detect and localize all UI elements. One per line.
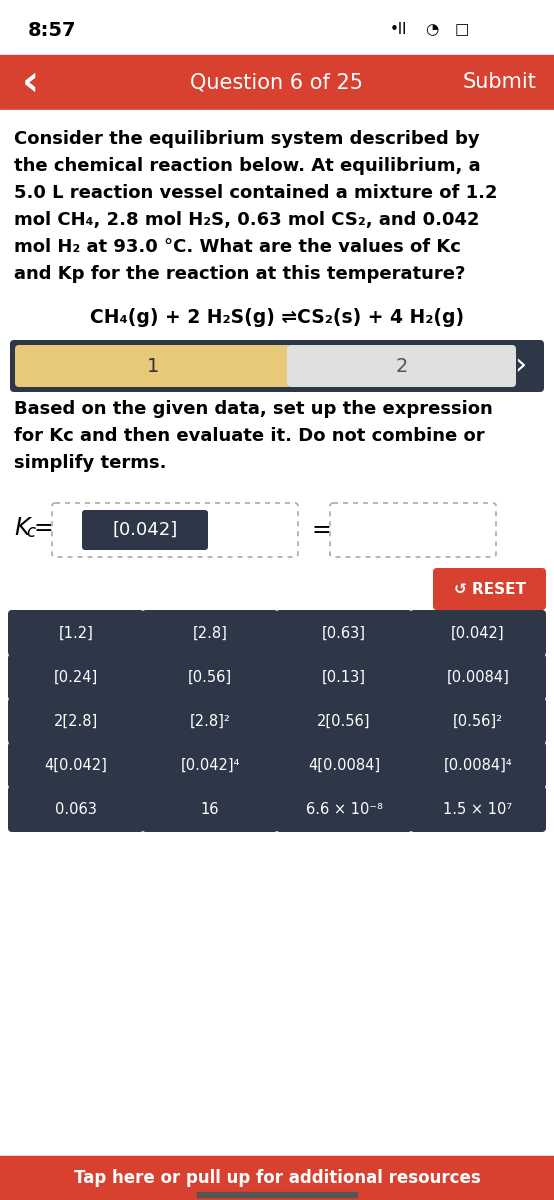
Text: ‹: ‹ [22,61,39,103]
Text: c: c [26,523,35,541]
Text: ›: › [514,352,526,380]
Text: □: □ [455,23,469,37]
FancyBboxPatch shape [433,568,546,610]
Text: [0.63]: [0.63] [322,625,366,641]
Text: Question 6 of 25: Question 6 of 25 [191,72,363,92]
FancyBboxPatch shape [142,742,278,788]
Text: ◔: ◔ [425,23,438,37]
Text: [2.8]²: [2.8]² [189,714,230,728]
Text: [0.24]: [0.24] [54,670,98,684]
FancyBboxPatch shape [52,503,298,557]
Text: [0.042]: [0.042] [451,625,505,641]
FancyBboxPatch shape [8,786,144,832]
Text: 2: 2 [396,356,408,376]
Text: [2.8]: [2.8] [193,625,228,641]
FancyBboxPatch shape [10,340,544,392]
Text: mol H₂ at 93.0 °C. What are the values of Kc: mol H₂ at 93.0 °C. What are the values o… [14,238,461,256]
Text: 4[0.042]: 4[0.042] [44,757,107,773]
Text: Based on the given data, set up the expression: Based on the given data, set up the expr… [14,400,493,418]
FancyBboxPatch shape [410,654,546,700]
Text: Tap here or pull up for additional resources: Tap here or pull up for additional resou… [74,1169,480,1187]
FancyBboxPatch shape [410,742,546,788]
Text: CH₄(g) + 2 H₂S(g) ⇌CS₂(s) + 4 H₂(g): CH₄(g) + 2 H₂S(g) ⇌CS₂(s) + 4 H₂(g) [90,308,464,326]
Text: 1.5 × 10⁷: 1.5 × 10⁷ [443,802,512,816]
Text: 2[2.8]: 2[2.8] [54,714,98,728]
Text: 4[0.0084]: 4[0.0084] [308,757,380,773]
FancyBboxPatch shape [410,698,546,744]
Text: 16: 16 [201,802,219,816]
Text: 6.6 × 10⁻⁸: 6.6 × 10⁻⁸ [306,802,382,816]
Text: Submit: Submit [463,72,537,92]
FancyBboxPatch shape [276,654,412,700]
FancyBboxPatch shape [330,503,496,557]
Text: for Kc and then evaluate it. Do not combine or: for Kc and then evaluate it. Do not comb… [14,427,485,445]
FancyBboxPatch shape [276,742,412,788]
Text: •ll: •ll [390,23,407,37]
FancyBboxPatch shape [276,610,412,656]
Text: mol CH₄, 2.8 mol H₂S, 0.63 mol CS₂, and 0.042: mol CH₄, 2.8 mol H₂S, 0.63 mol CS₂, and … [14,211,480,229]
FancyBboxPatch shape [82,510,208,550]
Text: [0.56]²: [0.56]² [453,714,503,728]
Text: 8:57: 8:57 [28,20,76,40]
Text: ↺ RESET: ↺ RESET [454,582,526,596]
FancyBboxPatch shape [8,742,144,788]
Text: and Kp for the reaction at this temperature?: and Kp for the reaction at this temperat… [14,265,465,283]
FancyBboxPatch shape [276,786,412,832]
Text: =: = [311,518,331,542]
Text: simplify terms.: simplify terms. [14,454,167,472]
FancyBboxPatch shape [142,654,278,700]
Bar [0,55,554,110]
Text: [0.0084]: [0.0084] [447,670,510,684]
Text: 0.063: 0.063 [55,802,97,816]
Text: 2[0.56]: 2[0.56] [317,714,371,728]
FancyBboxPatch shape [8,610,144,656]
FancyBboxPatch shape [410,786,546,832]
Bar [0,0,554,55]
Text: Consider the equilibrium system described by: Consider the equilibrium system describe… [14,130,480,148]
Text: 5.0 L reaction vessel contained a mixture of 1.2: 5.0 L reaction vessel contained a mixtur… [14,184,497,202]
FancyBboxPatch shape [142,698,278,744]
Text: [1.2]: [1.2] [59,625,94,641]
Text: [0.13]: [0.13] [322,670,366,684]
Text: [0.042]⁴: [0.042]⁴ [180,757,240,773]
Text: K: K [14,516,29,540]
Text: [0.56]: [0.56] [188,670,232,684]
Bar [197,1192,357,1198]
FancyBboxPatch shape [287,346,516,386]
FancyBboxPatch shape [410,610,546,656]
Bar [0,1156,554,1200]
FancyBboxPatch shape [142,610,278,656]
FancyBboxPatch shape [8,654,144,700]
Text: 1: 1 [147,356,159,376]
FancyBboxPatch shape [276,698,412,744]
Text: [0.0084]⁴: [0.0084]⁴ [444,757,512,773]
FancyBboxPatch shape [15,346,291,386]
Text: =: = [34,516,54,540]
Text: [0.042]: [0.042] [112,521,178,539]
Text: the chemical reaction below. At equilibrium, a: the chemical reaction below. At equilibr… [14,157,481,175]
FancyBboxPatch shape [8,698,144,744]
FancyBboxPatch shape [142,786,278,832]
